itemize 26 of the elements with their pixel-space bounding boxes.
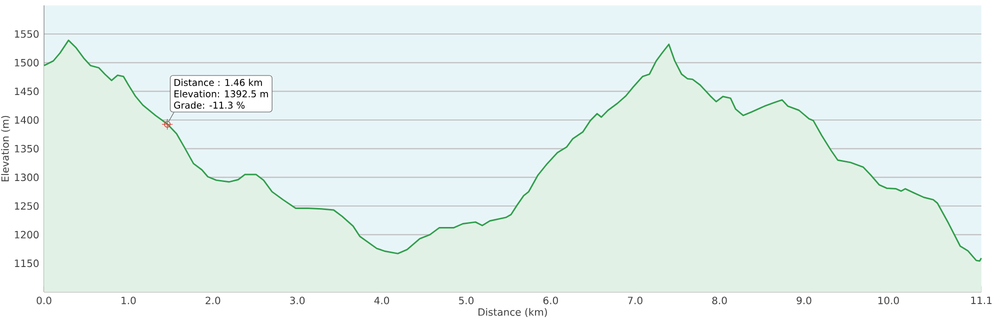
y-tick-label: 1350 xyxy=(14,144,39,152)
x-tick-label: 9.0 xyxy=(796,296,812,304)
y-tick-label: 1150 xyxy=(14,260,39,268)
y-tick-label: 1300 xyxy=(14,174,39,182)
y-tick-label: 1250 xyxy=(14,202,39,210)
x-tick-label: 3.0 xyxy=(290,296,305,304)
x-tick-label: 1.0 xyxy=(122,296,136,304)
x-tick-label: 0.0 xyxy=(36,296,52,304)
y-tick-label: 1500 xyxy=(14,58,39,66)
x-tick-label: 2.0 xyxy=(206,296,220,304)
y-axis-title: Elevation (m) xyxy=(1,116,10,182)
x-tick-label: 7.0 xyxy=(628,296,642,304)
x-tick-label: 8.0 xyxy=(712,296,727,304)
y-tick-label: 1200 xyxy=(14,230,39,238)
x-axis-title: Distance (km) xyxy=(478,308,547,317)
annotation: Distance : 1.46 km xyxy=(174,78,262,86)
x-tick-label: 4.0 xyxy=(374,296,390,304)
x-tick-label: 11.1 xyxy=(971,296,992,304)
x-tick-label: 6.0 xyxy=(543,296,558,304)
y-tick-label: 1550 xyxy=(14,30,39,38)
annotation: Grade: -11.3 % xyxy=(174,101,245,109)
y-tick-label: 1450 xyxy=(14,88,39,96)
x-tick-label: 5.0 xyxy=(459,296,474,304)
annotation: Elevation: 1392.5 m xyxy=(174,90,268,98)
x-tick-label: 10.0 xyxy=(878,296,899,304)
y-tick-label: 1400 xyxy=(14,116,39,124)
